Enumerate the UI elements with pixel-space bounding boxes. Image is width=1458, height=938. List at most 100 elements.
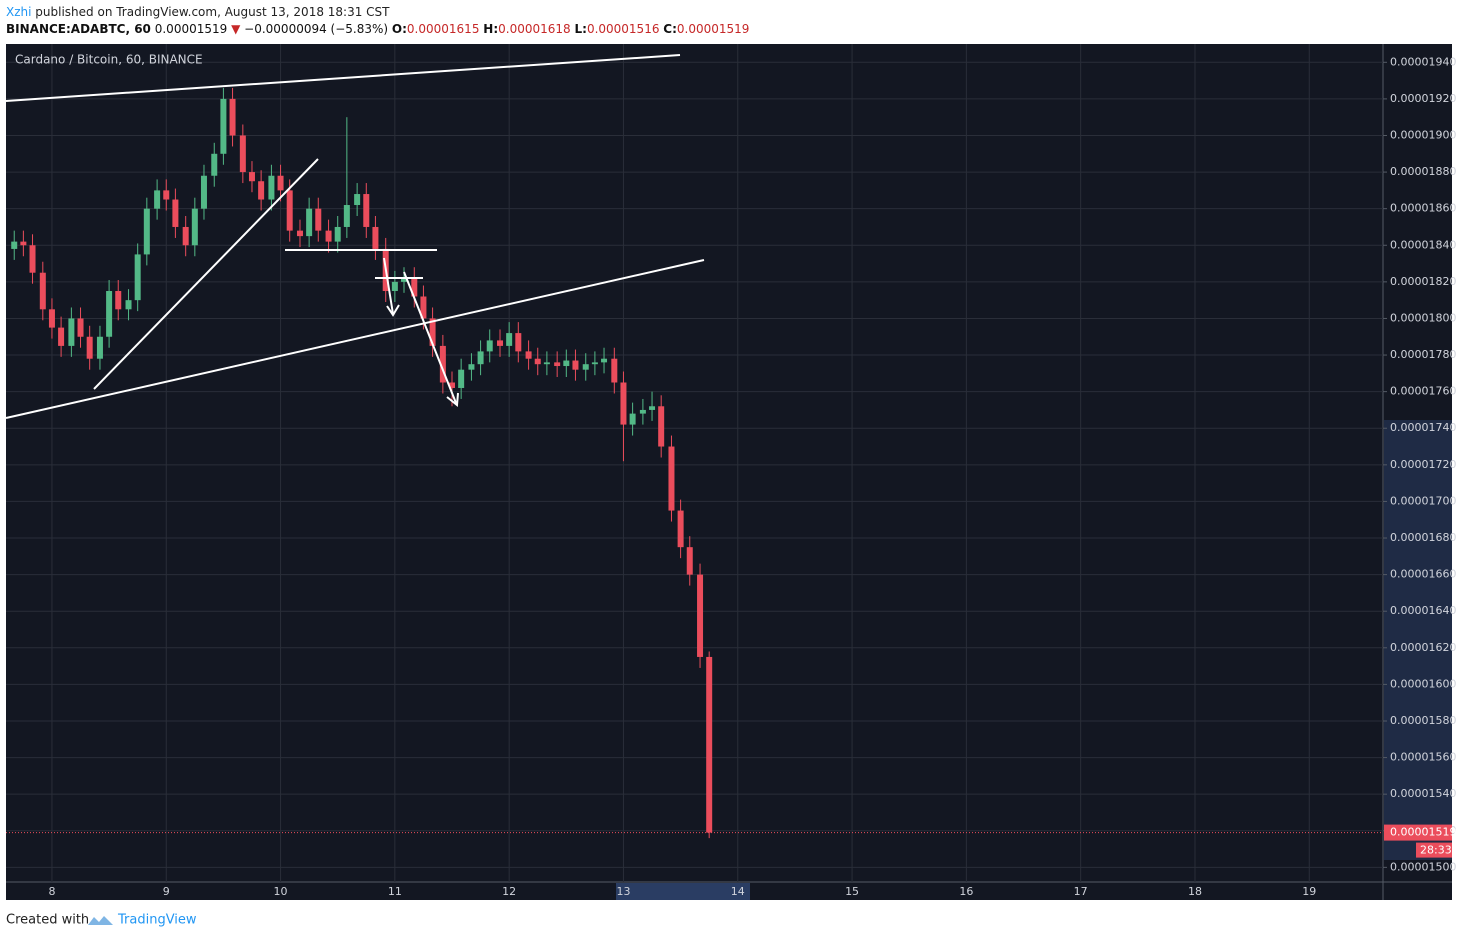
candle-body <box>248 172 255 182</box>
candle-body <box>172 199 179 227</box>
c: 0.00001519 <box>677 22 750 36</box>
candle-body <box>315 208 322 231</box>
candle-body <box>182 226 189 246</box>
y-tick-label: 0.00001720 <box>1390 458 1456 471</box>
candle-body <box>582 364 589 370</box>
trend-line <box>93 158 319 390</box>
o-label: O: <box>392 22 407 36</box>
candle-body <box>77 318 84 337</box>
candle-body <box>296 230 303 237</box>
header-line: Xzhi published on TradingView.com, Augus… <box>6 5 390 19</box>
footer-brand[interactable]: TradingView <box>117 913 197 928</box>
candle-body <box>572 360 579 370</box>
x-tick-label: 10 <box>274 885 288 898</box>
candle-body <box>543 362 550 365</box>
candle-body <box>268 175 275 200</box>
candle-body <box>620 382 627 425</box>
candle-body <box>191 208 198 246</box>
logo <box>88 916 113 925</box>
candle-body <box>420 296 427 319</box>
symbol-line: BINANCE:ADABTC, 60 0.00001519 ▼ −0.00000… <box>6 22 749 36</box>
candle-body <box>411 278 418 297</box>
y-tick-label: 0.00001840 <box>1390 238 1456 251</box>
candles <box>11 87 713 839</box>
y-tick-label: 0.00001760 <box>1390 385 1456 398</box>
candle-body <box>458 369 465 388</box>
h: 0.00001618 <box>498 22 571 36</box>
arrow-head <box>386 304 400 317</box>
y-tick-label: 0.00001600 <box>1390 677 1456 690</box>
arrow-head <box>446 392 459 407</box>
y-tick-label: 0.00001640 <box>1390 604 1456 617</box>
candle-body <box>401 278 408 282</box>
x-tick-label: 19 <box>1302 885 1316 898</box>
candle-body <box>439 345 446 383</box>
x-tick-label: 17 <box>1074 885 1088 898</box>
candle-body <box>658 406 665 447</box>
last-price-box <box>1384 824 1452 841</box>
overlay: 0.00001519 28:33 <box>6 824 1456 858</box>
candle-body <box>525 351 532 359</box>
countdown-box <box>1416 842 1452 858</box>
footer-created: Created with <box>6 913 89 928</box>
candle-body <box>591 362 598 365</box>
o: 0.00001615 <box>407 22 480 36</box>
candle-body <box>391 281 398 292</box>
h-label: H: <box>483 22 498 36</box>
drawings <box>5 54 705 419</box>
candle-body <box>449 382 456 388</box>
candle-body <box>239 135 246 173</box>
candle-body <box>125 300 132 310</box>
candle-body <box>96 336 103 359</box>
candle-body <box>429 318 436 346</box>
candle-body <box>668 446 675 511</box>
candle-body <box>154 190 161 209</box>
y-tick-label: 0.00001560 <box>1390 751 1456 764</box>
x-tick-label: 9 <box>163 885 170 898</box>
y-tick-label: 0.00001820 <box>1390 275 1456 288</box>
l-label: L: <box>574 22 586 36</box>
y-tick-label: 0.00001800 <box>1390 311 1456 324</box>
candle-body <box>611 358 618 383</box>
y-tick-label: 0.00001740 <box>1390 421 1456 434</box>
x-tick-label: 14 <box>731 885 745 898</box>
candle-body <box>506 333 513 346</box>
y-tick-label: 0.00001580 <box>1390 714 1456 727</box>
y-tick-label: 0.00001920 <box>1390 92 1456 105</box>
grid: 0.000015000.000015200.000015400.00001560… <box>6 44 1456 898</box>
candle-body <box>258 181 265 200</box>
x-tick-label: 15 <box>845 885 859 898</box>
candle-body <box>486 340 493 352</box>
candle-body <box>48 309 55 328</box>
candle-body <box>629 413 636 425</box>
candle-body <box>372 226 379 249</box>
published: published on TradingView.com, August 13,… <box>35 5 390 19</box>
candle-body <box>515 333 522 352</box>
candle-body <box>106 291 113 337</box>
candle-body <box>163 190 170 200</box>
candle-body <box>334 226 341 242</box>
candle-body <box>601 358 608 363</box>
time-highlight <box>616 883 750 900</box>
x-tick-label: 18 <box>1188 885 1202 898</box>
y-tick-label: 0.00001680 <box>1390 531 1456 544</box>
candle-body <box>468 364 475 370</box>
c-label: C: <box>663 22 677 36</box>
candle-body <box>277 175 284 191</box>
candle-body <box>229 98 236 136</box>
candle-body <box>20 241 27 246</box>
candle-body <box>115 291 122 310</box>
chart-title: Cardano / Bitcoin, 60, BINANCE <box>15 53 203 67</box>
candle-body <box>477 351 484 365</box>
candle-body <box>11 241 18 249</box>
axis-highlight <box>1384 420 1452 860</box>
x-tick-label: 12 <box>502 885 516 898</box>
x-tick-label: 16 <box>959 885 973 898</box>
symbol: BINANCE:ADABTC, 60 <box>6 22 151 36</box>
candle-body <box>706 656 713 833</box>
candle-body <box>354 194 361 206</box>
author[interactable]: Xzhi <box>6 5 31 19</box>
candle-body <box>211 153 218 176</box>
candle-body <box>497 340 504 346</box>
